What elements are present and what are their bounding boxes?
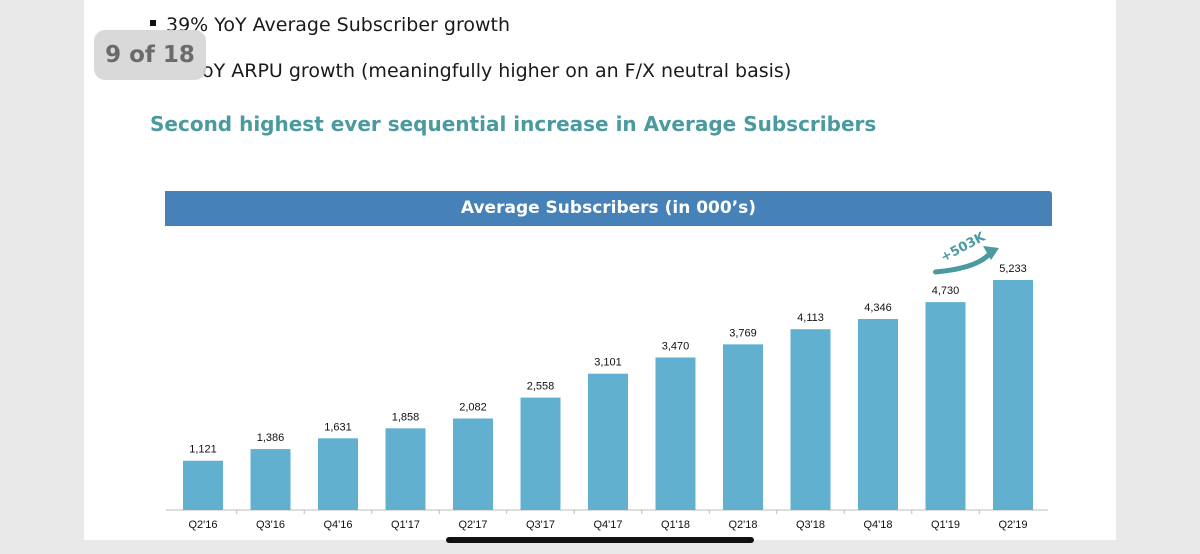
data-label: 3,101 — [594, 357, 622, 369]
data-label: 4,730 — [932, 285, 960, 297]
bullet-arpu-growth: oY ARPU growth (meaningfully higher on a… — [202, 60, 791, 82]
home-indicator[interactable] — [446, 537, 754, 543]
data-label: 1,858 — [392, 411, 420, 423]
bullet-text: oY ARPU growth (meaningfully higher on a… — [202, 60, 792, 82]
category-label: Q3'16 — [256, 519, 285, 531]
bar — [250, 449, 291, 510]
arrow-head-icon — [983, 246, 999, 260]
bullet-text: 39% YoY Average Subscriber growth — [166, 14, 510, 36]
bar — [925, 302, 966, 510]
category-label: Q1'18 — [661, 519, 690, 531]
category-label: Q3'17 — [526, 519, 555, 531]
category-label: Q1'17 — [391, 519, 420, 531]
bars-layer: 1,121 Q2'16 1,386 Q3'16 1,631 Q4'16 1,858 Q1'17… — [166, 229, 1048, 531]
bar — [520, 397, 561, 510]
bar — [453, 418, 493, 510]
category-label: Q4'18 — [863, 519, 892, 531]
section-title: Second highest ever sequential increase … — [150, 112, 877, 136]
data-label: 2,558 — [527, 381, 555, 393]
category-label: Q4'16 — [323, 519, 352, 531]
bullet-marker — [150, 19, 156, 26]
data-label: 1,631 — [324, 421, 352, 433]
chart-title-banner — [165, 191, 1052, 226]
bar — [318, 438, 358, 510]
data-label: 3,769 — [729, 327, 757, 339]
bar — [723, 344, 763, 510]
category-label: Q4'17 — [593, 519, 622, 531]
bar — [183, 460, 223, 510]
category-label: Q2'17 — [458, 519, 487, 531]
category-label: Q2'19 — [998, 519, 1027, 531]
bar — [588, 373, 628, 510]
page-counter-text: 9 of 18 — [105, 42, 195, 68]
banner-corner — [1050, 191, 1056, 197]
bar — [993, 280, 1033, 510]
bar — [655, 357, 696, 510]
category-label: Q2'16 — [188, 519, 217, 531]
page-counter: 9 of 18 — [94, 30, 206, 80]
category-label: Q2'18 — [728, 519, 757, 531]
chart-title: Average Subscribers (in 000’s) — [460, 198, 757, 218]
data-label: 2,082 — [459, 401, 487, 413]
bullet-subscriber-growth: 39% YoY Average Subscriber growth — [150, 14, 510, 36]
data-label: 1,121 — [189, 444, 217, 456]
data-label: 1,386 — [257, 432, 285, 444]
data-label: 3,470 — [662, 340, 690, 352]
category-label: Q1'19 — [931, 519, 960, 531]
bar — [385, 428, 426, 510]
data-label: 5,233 — [999, 263, 1027, 275]
data-label: 4,346 — [864, 302, 892, 314]
bar — [858, 318, 898, 510]
bar — [790, 329, 831, 510]
category-label: Q3'18 — [796, 519, 825, 531]
data-label: 4,113 — [797, 312, 824, 324]
